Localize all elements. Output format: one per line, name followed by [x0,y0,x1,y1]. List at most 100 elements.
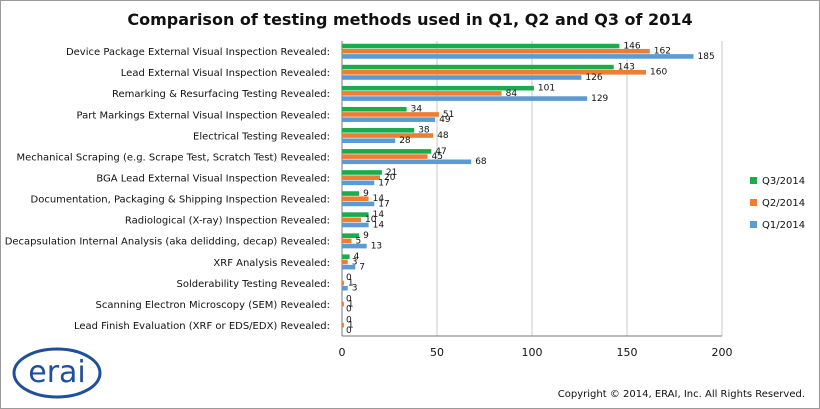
chart-title: Comparison of testing methods used in Q1… [127,10,692,29]
x-tick-label: 0 [339,346,346,359]
category-label: Radiological (X-ray) Inspection Revealed… [125,216,330,227]
bar [342,212,369,217]
bar [342,91,502,96]
data-label: 14 [373,210,385,220]
bar [342,222,369,228]
logo-text: erai [28,355,86,390]
category-label: Lead Finish Evaluation (XRF or EDS/EDX) … [74,321,330,332]
bar [342,243,367,249]
bar [342,133,434,138]
category-label: Decapsulation Internal Analysis (aka del… [5,237,330,248]
data-label: 10 [365,215,377,225]
data-label: 48 [437,131,449,141]
data-label: 21 [386,168,397,178]
bar [342,259,348,265]
bar [342,43,620,49]
legend-swatch [750,221,757,228]
category-label: Scanning Electron Microscopy (SEM) Revea… [96,300,330,311]
data-label: 126 [585,73,602,83]
bar [342,196,369,202]
category-label: Lead External Visual Inspection Revealed… [121,68,330,79]
bar [342,54,694,59]
copyright-text: Copyright © 2014, ERAI, Inc. All Rights … [558,389,805,400]
legend-swatch [750,177,757,184]
data-label: 34 [411,105,423,115]
x-tick-label: 50 [430,346,444,359]
data-label: 47 [435,147,446,157]
legend-swatch [750,199,757,206]
bar [342,322,344,328]
data-label: 0 [346,315,352,325]
data-label: 5 [356,236,362,246]
data-label: 0 [346,294,352,304]
data-label: 146 [623,41,640,51]
data-label: 1 [348,278,354,288]
bar [342,85,534,91]
data-label: 68 [475,157,487,167]
data-label: 17 [378,199,389,209]
data-label: 28 [399,136,411,146]
category-labels: Device Package External Visual Inspectio… [5,47,330,332]
bar [342,149,432,154]
bar [342,96,588,101]
data-label: 38 [418,126,430,136]
legend-label: Q2/2014 [762,198,805,209]
x-tick-label: 100 [522,346,543,359]
data-label: 1 [348,299,354,309]
data-label: 9 [363,189,369,199]
data-label: 4 [354,252,360,262]
bar [342,264,356,270]
bar [342,154,428,159]
category-label: Part Markings External Visual Inspection… [77,110,330,121]
data-label: 0 [346,326,352,336]
bar [342,175,380,180]
data-label: 143 [618,63,635,73]
category-label: Solderability Testing Revealed: [176,279,330,290]
data-label: 14 [373,220,385,230]
category-label: Device Package External Visual Inspectio… [66,47,330,58]
data-label: 84 [506,89,518,99]
data-label: 101 [538,84,555,94]
bar [342,201,375,207]
bar [342,180,375,186]
bar [342,217,361,223]
legend-label: Q1/2014 [762,220,805,231]
category-label: Remarking & Resurfacing Testing Revealed… [112,89,330,100]
category-label: Mechanical Scraping (e.g. Scrape Test, S… [16,152,330,163]
category-label: Electrical Testing Revealed: [193,131,330,142]
bar [342,48,650,54]
bar [342,170,382,175]
bar [342,75,582,80]
bar [342,254,350,260]
data-label: 185 [698,52,715,62]
data-label: 20 [384,173,396,183]
bar [342,128,415,133]
data-label: 0 [346,305,352,315]
data-label: 51 [443,110,454,120]
category-label: XRF Analysis Revealed: [213,258,330,269]
data-label: 1 [348,321,354,331]
data-label: 160 [650,68,667,78]
data-label: 162 [654,47,671,57]
bar [342,117,436,122]
data-label: 14 [373,194,385,204]
bar [342,301,344,307]
x-tick-label: 200 [712,346,733,359]
data-label: 9 [363,231,369,241]
bar [342,64,614,70]
data-label: 13 [371,241,382,251]
bar [342,70,646,75]
data-label: 3 [352,284,358,294]
data-label: 129 [591,94,608,104]
bar [342,159,472,165]
bar [342,280,344,286]
bar [342,238,352,244]
data-label: 3 [352,257,358,267]
grid [341,41,723,337]
legend: Q3/2014 Q2/2014 Q1/2014 [750,176,805,231]
bar [342,285,348,291]
data-label: 49 [439,115,451,125]
erai-logo: erai [12,347,102,399]
bar [342,191,360,196]
